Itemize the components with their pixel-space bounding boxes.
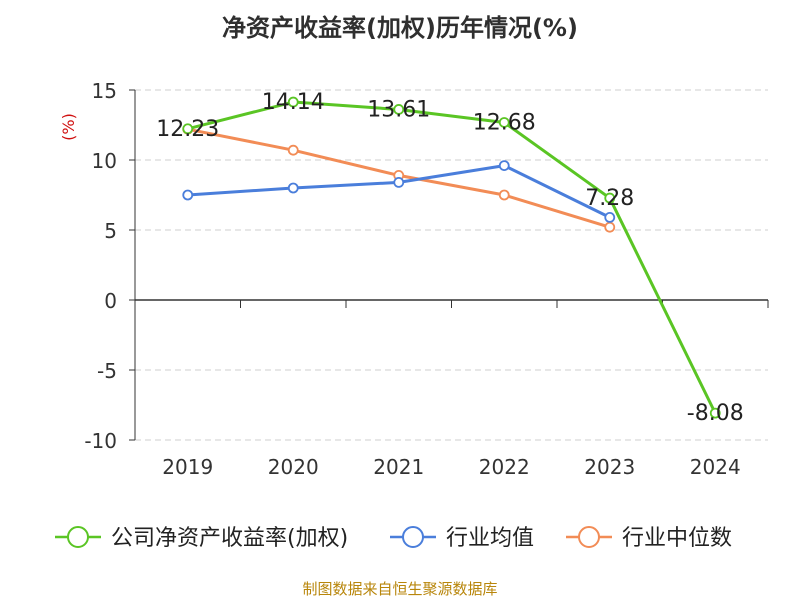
data-label: -8.08 bbox=[687, 401, 744, 426]
data-point[interactable] bbox=[709, 407, 721, 419]
legend-label: 公司净资产收益率(加权) bbox=[111, 526, 348, 551]
y-tick-label: -10 bbox=[84, 429, 117, 453]
data-point[interactable] bbox=[287, 96, 299, 108]
legend-label: 行业均值 bbox=[446, 526, 534, 551]
data-point[interactable] bbox=[498, 117, 510, 128]
x-tick-label: 2019 bbox=[162, 455, 213, 479]
chart-title: 净资产收益率(加权)历年情况(%) bbox=[222, 14, 578, 42]
legend-item[interactable]: 行业中位数 bbox=[566, 526, 732, 551]
data-labels: 12.23 14.14 13.61 12.68 7.28 -8.08 bbox=[156, 90, 743, 426]
axes: 15 10 5 0 -5 -10 2019 2020 2021 2022 2023 2024 bbox=[84, 79, 769, 479]
x-tick-label: 2020 bbox=[268, 455, 319, 479]
legend-item[interactable]: 公司净资产收益率(加权) bbox=[55, 526, 348, 551]
legend-marker bbox=[67, 526, 89, 548]
data-point[interactable] bbox=[393, 104, 405, 115]
y-tick-label: 0 bbox=[104, 289, 117, 313]
y-axis-label: (%) bbox=[59, 113, 78, 141]
data-label: 12.23 bbox=[156, 117, 219, 142]
data-point[interactable] bbox=[604, 192, 616, 204]
data-point[interactable] bbox=[393, 176, 405, 188]
x-tick-label: 2022 bbox=[479, 455, 530, 479]
data-label: 7.28 bbox=[585, 186, 634, 211]
series-lines bbox=[182, 96, 721, 419]
y-tick-label: 15 bbox=[92, 79, 117, 103]
data-point[interactable] bbox=[287, 182, 299, 194]
y-tick-label: 10 bbox=[92, 149, 117, 173]
data-label: 14.14 bbox=[262, 90, 325, 115]
data-point[interactable] bbox=[604, 211, 616, 223]
legend-label: 行业中位数 bbox=[622, 526, 732, 551]
data-point[interactable] bbox=[287, 144, 299, 156]
grid-lines bbox=[135, 89, 768, 441]
series-line bbox=[186, 100, 717, 415]
y-tick-label: -5 bbox=[97, 359, 117, 383]
data-point[interactable] bbox=[498, 189, 510, 201]
data-label: 12.68 bbox=[473, 110, 536, 135]
x-tick-label: 2023 bbox=[584, 455, 635, 479]
data-point[interactable] bbox=[182, 123, 194, 135]
legend-item[interactable]: 行业均值 bbox=[390, 526, 534, 551]
legend: 公司净资产收益率(加权) 行业均值 行业中位数 bbox=[55, 526, 732, 551]
y-tick-label: 5 bbox=[104, 219, 117, 243]
source-footer: 制图数据来自恒生聚源数据库 bbox=[302, 580, 498, 598]
data-point[interactable] bbox=[182, 189, 194, 201]
data-point[interactable] bbox=[604, 221, 616, 233]
x-tick-label: 2021 bbox=[373, 455, 424, 479]
x-tick-label: 2024 bbox=[690, 455, 741, 479]
data-point[interactable] bbox=[498, 160, 510, 172]
legend-marker bbox=[402, 526, 424, 548]
data-label: 13.61 bbox=[367, 97, 430, 122]
legend-marker bbox=[578, 526, 600, 548]
